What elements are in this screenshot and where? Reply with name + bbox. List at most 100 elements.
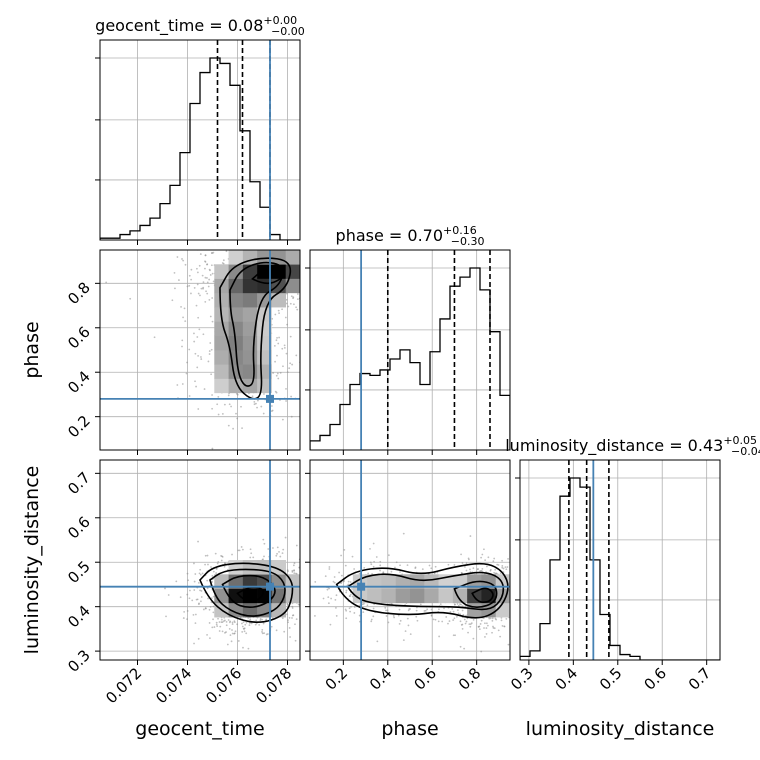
scatter-point (302, 292, 304, 294)
scatter-point (180, 305, 182, 308)
scatter-point (215, 623, 218, 626)
scatter-point (485, 622, 488, 625)
scatter-point (197, 354, 200, 357)
scatter-point (274, 390, 277, 393)
scatter-point (353, 612, 356, 614)
scatter-point (507, 643, 510, 646)
scatter-point (324, 575, 327, 578)
scatter-point (461, 627, 464, 630)
scatter-point (424, 609, 427, 612)
scatter-point (255, 244, 257, 246)
scatter-point (289, 362, 292, 365)
scatter-point (532, 587, 534, 589)
truth-marker (266, 582, 274, 591)
scatter-point (511, 566, 513, 568)
scatter-point (517, 600, 519, 602)
scatter-point (399, 564, 401, 567)
scatter-point (318, 583, 320, 585)
scatter-point (278, 312, 280, 315)
scatter-point (196, 283, 199, 286)
scatter-point (334, 276, 336, 278)
scatter-point (286, 613, 288, 616)
scatter-point (314, 581, 317, 583)
scatter-point (207, 360, 210, 363)
x-tick-label: 0.076 (202, 664, 245, 707)
scatter-point (527, 612, 529, 614)
scatter-point (513, 603, 515, 605)
scatter-point (196, 598, 199, 601)
scatter-point (461, 609, 464, 612)
scatter-point (318, 279, 320, 281)
panel-frame (519, 459, 721, 661)
scatter-point (201, 572, 204, 575)
x-tick-label: 0.6 (410, 664, 440, 694)
scatter-point (187, 579, 190, 582)
scatter-point (237, 549, 240, 552)
scatter-point (302, 268, 304, 270)
scatter-point (303, 595, 305, 597)
scatter-point (464, 566, 466, 568)
scatter-point (372, 542, 375, 545)
scatter-point (303, 296, 305, 298)
scatter-point (303, 351, 305, 353)
title-sup: +0.05 (723, 434, 757, 447)
scatter-point (193, 453, 195, 455)
scatter-point (339, 279, 341, 281)
density-cell (242, 350, 258, 365)
scatter-point (207, 597, 209, 600)
scatter-point (249, 224, 251, 226)
scatter-point (416, 619, 419, 622)
x-tick-label: 0.8 (455, 664, 485, 694)
scatter-point (515, 584, 517, 586)
scatter-point (343, 548, 346, 551)
scatter-point (210, 373, 213, 376)
scatter-point (351, 265, 353, 267)
scatter-point (203, 388, 206, 390)
histogram-step (310, 267, 510, 450)
scatter-point (302, 329, 304, 331)
scatter-point (459, 620, 462, 623)
scatter-point (262, 558, 264, 561)
scatter-point (196, 366, 199, 369)
scatter-point (463, 647, 466, 650)
scatter-point (181, 258, 183, 260)
scatter-point (292, 303, 295, 306)
scatter-point (202, 661, 204, 663)
scatter-point (278, 550, 280, 553)
density-cell (242, 278, 258, 294)
scatter-point (287, 621, 289, 624)
scatter-point (197, 408, 200, 410)
scatter-point (211, 272, 214, 275)
scatter-point (196, 271, 199, 274)
scatter-point (312, 253, 314, 255)
scatter-point (529, 605, 531, 607)
scatter-point (505, 568, 508, 571)
scatter-point (521, 570, 523, 572)
scatter-point (220, 621, 223, 624)
scatter-point (245, 632, 248, 635)
scatter-point (316, 602, 318, 604)
title-main: luminosity_distance = 0.43 (505, 436, 723, 456)
scatter-point (263, 542, 266, 545)
scatter-point (306, 269, 308, 271)
contour-line (471, 587, 494, 604)
scatter-point (211, 447, 214, 450)
scatter-point (522, 606, 524, 608)
scatter-point (303, 624, 305, 626)
scatter-point (217, 561, 220, 563)
title-main: phase = 0.70 (336, 226, 443, 245)
scatter-point (349, 593, 352, 596)
scatter-point (306, 310, 308, 312)
scatter-point (343, 579, 345, 582)
scatter-point (333, 286, 335, 288)
density-cell (410, 588, 425, 604)
scatter-point (182, 259, 185, 262)
scatter-point (472, 618, 475, 621)
density-cell (228, 560, 244, 575)
scatter-point (363, 566, 366, 569)
scatter-point (267, 548, 270, 550)
scatter-point (325, 596, 327, 598)
density-cell (271, 250, 287, 265)
scatter-point (302, 578, 304, 580)
scatter-point (198, 602, 200, 605)
